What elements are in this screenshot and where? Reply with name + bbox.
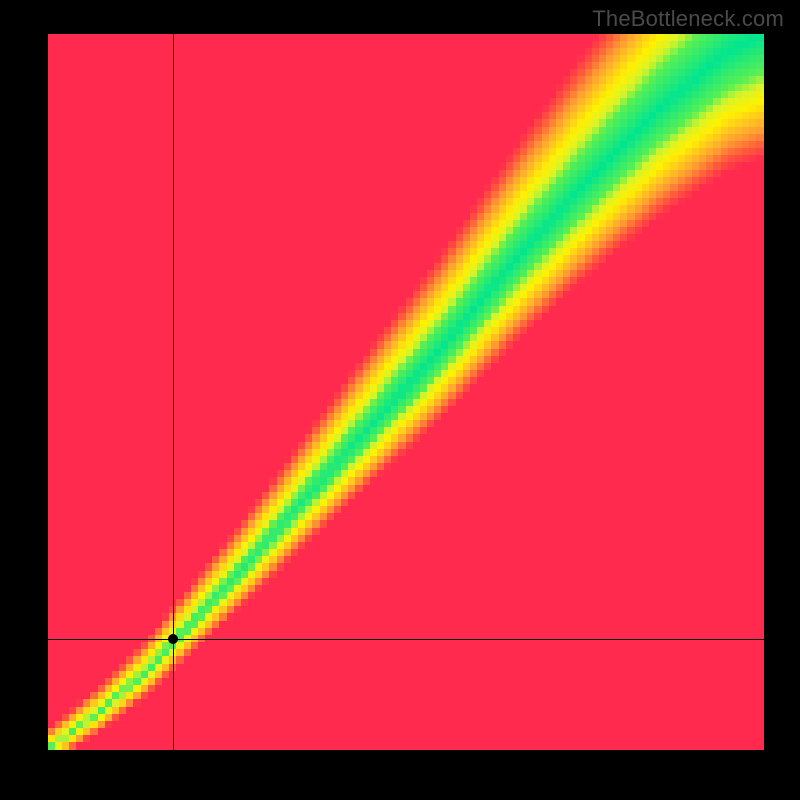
crosshair-horizontal	[48, 639, 764, 640]
heatmap-canvas	[48, 34, 764, 750]
watermark-text: TheBottleneck.com	[592, 6, 784, 32]
crosshair-marker	[168, 634, 178, 644]
heatmap-plot	[48, 34, 764, 750]
